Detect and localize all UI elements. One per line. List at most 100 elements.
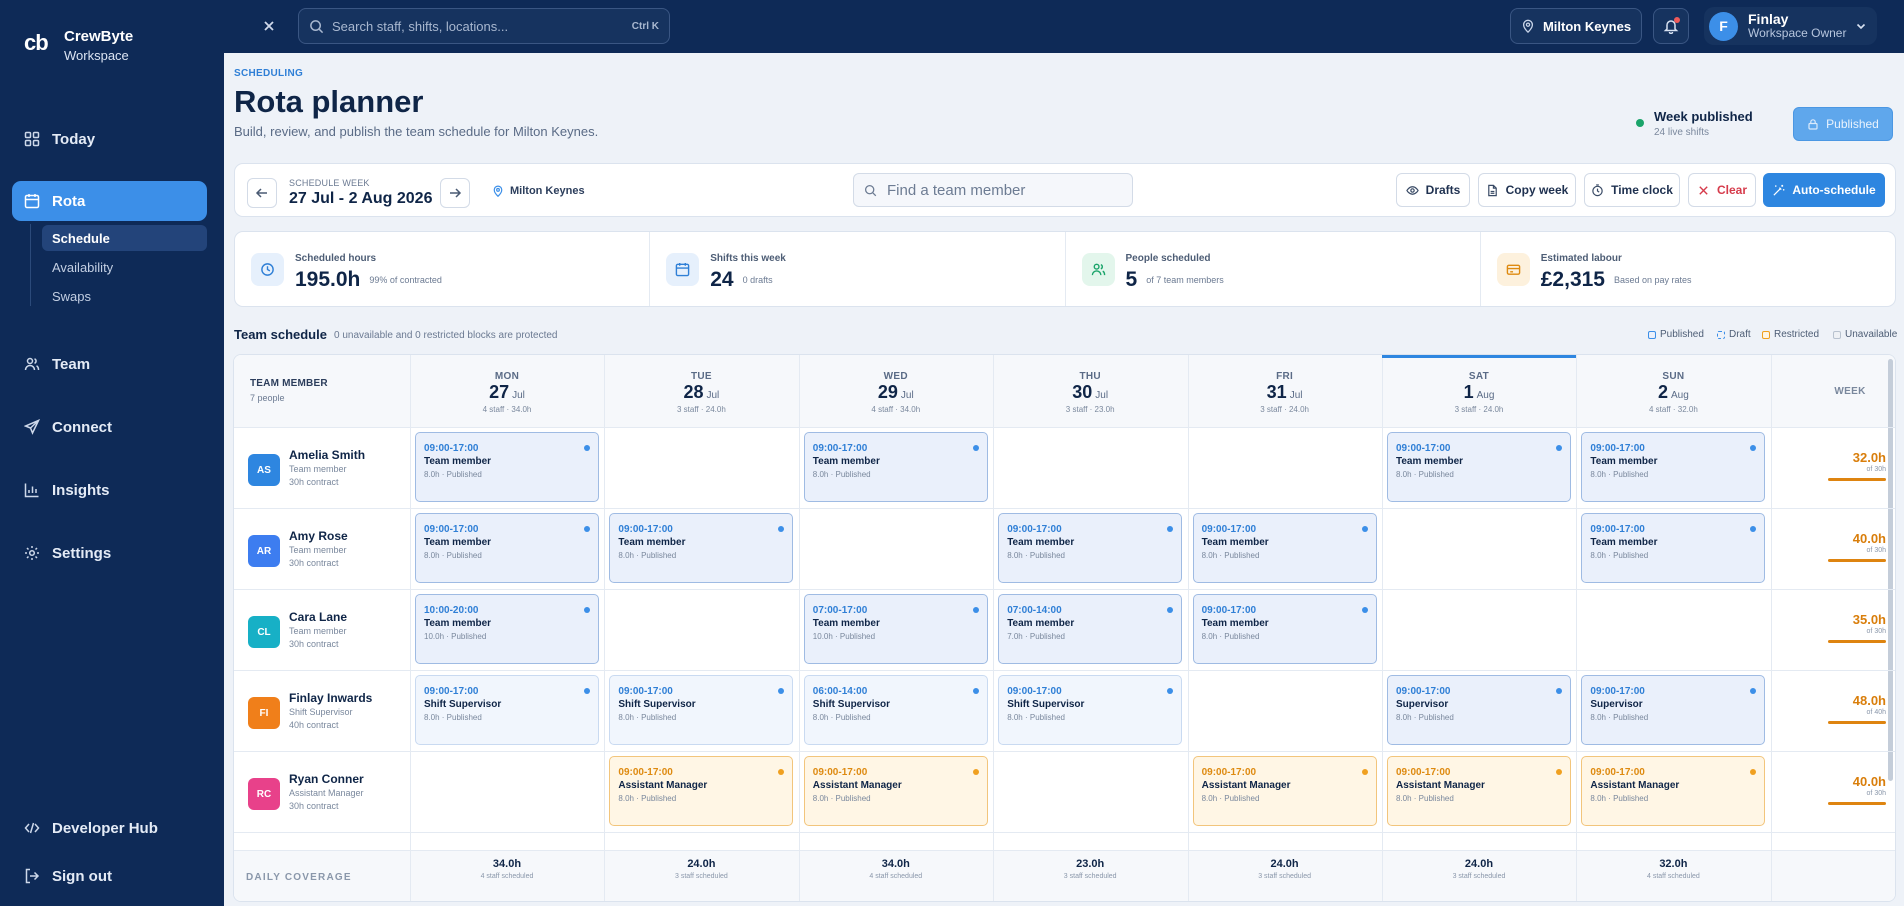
day-summary: 3 staff · 23.0h: [1065, 405, 1115, 414]
coverage-subtitle: 4 staff scheduled: [1646, 873, 1700, 880]
sidebar-item-settings[interactable]: Settings: [12, 533, 207, 573]
day-number: 2: [1657, 382, 1668, 402]
global-search-input[interactable]: Search staff, shifts, locations... Ctrl …: [298, 8, 670, 44]
weekly-progress-bar: [1828, 802, 1886, 805]
sidebar-subitem-swaps[interactable]: Swaps: [52, 288, 92, 304]
location-switcher[interactable]: Milton Keynes: [1510, 8, 1642, 44]
shift-time: 09:00-17:00: [1396, 686, 1451, 697]
shift-role: Team member: [618, 537, 686, 548]
clear-button[interactable]: Clear: [1688, 173, 1756, 207]
sidebar-item-label: Settings: [52, 544, 112, 562]
close-icon: [1699, 185, 1708, 195]
shift-meta: 8.0h · Published: [618, 794, 677, 803]
day-name: THU: [1079, 371, 1101, 382]
copy-week-button[interactable]: Copy week: [1478, 173, 1576, 207]
team-member-row[interactable]: FI Finlay Inwards Shift Supervisor 40h cont…: [234, 670, 434, 750]
shift-card[interactable]: 09:00-17:00 Assistant Manager 8.0h · Publi…: [803, 756, 988, 826]
published-button[interactable]: Published: [1793, 107, 1893, 141]
shift-card[interactable]: 09:00-17:00 Team member 8.0h · Published: [998, 513, 1183, 583]
coverage-cell: 24.0h 3 staff scheduled: [1188, 858, 1382, 880]
shift-time: 09:00-17:00: [424, 686, 479, 697]
sidebar-subitem-schedule[interactable]: Schedule: [42, 225, 207, 251]
shift-card[interactable]: 09:00-17:00 Assistant Manager 8.0h · Publi…: [609, 756, 794, 826]
sidebar-item-rota[interactable]: Rota: [12, 181, 207, 221]
shift-time: 09:00-17:00: [1590, 524, 1645, 535]
shift-meta: 8.0h · Published: [1396, 470, 1454, 479]
coverage-value: 24.0h: [687, 858, 716, 870]
grid-scrollbar[interactable]: [1888, 359, 1893, 781]
team-member-row[interactable]: RC Ryan Conner Assistant Manager 30h contra…: [234, 751, 434, 831]
shift-card[interactable]: 09:00-17:00 Assistant Manager 8.0h · Publi…: [1192, 756, 1377, 826]
sidebar-item-insights[interactable]: Insights: [12, 470, 207, 510]
previous-week-button[interactable]: [247, 178, 277, 208]
shift-card[interactable]: 09:00-17:00 Team member 8.0h · Published: [1581, 432, 1766, 502]
time-clock-button[interactable]: Time clock: [1584, 173, 1680, 207]
stat-note: 0 drafts: [742, 275, 773, 286]
shift-card[interactable]: 09:00-17:00 Team member 8.0h · Published: [1192, 513, 1377, 583]
shift-meta: 8.0h · Published: [1201, 551, 1260, 560]
shift-card[interactable]: 09:00-17:00 Team member 8.0h · Published: [1581, 513, 1766, 583]
team-member-search[interactable]: Find a team member: [853, 173, 1133, 207]
subnav-divider: [30, 224, 31, 306]
sidebar-item-today[interactable]: Today: [12, 119, 207, 159]
shift-card[interactable]: 06:00-14:00 Shift Supervisor 8.0h · Publis…: [803, 675, 988, 745]
shift-meta: 10.0h · Published: [812, 632, 876, 641]
shift-card[interactable]: 09:00-17:00 Team member 8.0h · Published: [415, 432, 599, 502]
shift-card[interactable]: 09:00-17:00 Team member 8.0h · Published: [609, 513, 794, 583]
weekly-contract: of 30h: [1866, 790, 1886, 797]
day-date: 27 Jul: [410, 382, 604, 403]
brand[interactable]: cb CrewByte Workspace: [24, 27, 133, 65]
shift-meta: 10.0h · Published: [424, 632, 487, 641]
day-month: Jul: [900, 390, 914, 401]
shift-role: Team member: [1590, 537, 1658, 548]
user-menu[interactable]: F Finlay Workspace Owner: [1704, 7, 1877, 45]
coverage-cell: 32.0h 4 staff scheduled: [1576, 858, 1770, 880]
time-clock-button-label: Time clock: [1611, 183, 1673, 197]
shift-card[interactable]: 10:00-20:00 Team member 10.0h · Published: [415, 594, 599, 664]
shift-card[interactable]: 09:00-17:00 Shift Supervisor 8.0h · Publis…: [998, 675, 1183, 745]
location-label: Milton Keynes: [1542, 18, 1632, 34]
today-indicator: [1382, 355, 1577, 358]
close-icon[interactable]: [258, 15, 280, 37]
shift-card[interactable]: 09:00-17:00 Assistant Manager 8.0h · Publi…: [1387, 756, 1571, 826]
stat-icon: [251, 253, 284, 286]
shift-card[interactable]: 09:00-17:00 Team member 8.0h · Published: [1387, 432, 1571, 502]
sidebar-item-team[interactable]: Team: [12, 344, 207, 384]
member-role: Team member: [289, 464, 347, 474]
shift-card[interactable]: 09:00-17:00 Assistant Manager 8.0h · Publi…: [1581, 756, 1766, 826]
sidebar-item-sign-out[interactable]: Sign out: [12, 856, 207, 896]
status-dot: [1750, 769, 1757, 775]
shift-role: Team member: [424, 618, 492, 629]
shift-card[interactable]: 09:00-17:00 Team member 8.0h · Published: [1192, 594, 1377, 664]
shift-card[interactable]: 07:00-17:00 Team member 10.0h · Published: [803, 594, 988, 664]
shift-card[interactable]: 09:00-17:00 Supervisor 8.0h · Published: [1387, 675, 1571, 745]
sidebar-item-connect[interactable]: Connect: [12, 407, 207, 447]
member-name: Ryan Conner: [289, 772, 364, 786]
next-week-button[interactable]: [440, 178, 470, 208]
grid-icon: [24, 131, 40, 147]
weekly-hours: 48.0h: [1852, 693, 1886, 708]
sidebar-item-developer-hub[interactable]: Developer Hub: [12, 808, 207, 848]
row-divider: [234, 850, 1895, 851]
column-divider: [993, 355, 995, 901]
shift-card[interactable]: 09:00-17:00 Team member 8.0h · Published: [415, 513, 599, 583]
team-member-row[interactable]: AS Amelia Smith Team member 30h contract: [234, 427, 434, 507]
auto-schedule-button[interactable]: Auto-schedule: [1763, 173, 1885, 207]
day-summary: 4 staff · 34.0h: [871, 405, 921, 414]
shift-card[interactable]: 09:00-17:00 Supervisor 8.0h · Published: [1581, 675, 1766, 745]
clock-icon: [1592, 183, 1603, 196]
shift-card[interactable]: 07:00-14:00 Team member 7.0h · Published: [998, 594, 1183, 664]
shift-time: 10:00-20:00: [424, 605, 479, 616]
member-contract: 30h contract: [289, 639, 339, 649]
team-member-row[interactable]: CL Cara Lane Team member 30h contract: [234, 589, 434, 669]
shift-role: Team member: [424, 537, 492, 548]
sidebar-subitem-availability[interactable]: Availability: [52, 259, 114, 275]
shift-card[interactable]: 09:00-17:00 Shift Supervisor 8.0h · Publis…: [415, 675, 599, 745]
notifications-button[interactable]: [1653, 8, 1689, 44]
drafts-button[interactable]: Drafts: [1396, 173, 1470, 207]
team-member-row[interactable]: AR Amy Rose Team member 30h contract: [234, 508, 434, 588]
shift-card[interactable]: 09:00-17:00 Team member 8.0h · Published: [803, 432, 988, 502]
lock-icon: [1808, 119, 1818, 130]
shift-card[interactable]: 09:00-17:00 Shift Supervisor 8.0h · Publis…: [609, 675, 794, 745]
coverage-cell: 34.0h 4 staff scheduled: [410, 858, 604, 880]
